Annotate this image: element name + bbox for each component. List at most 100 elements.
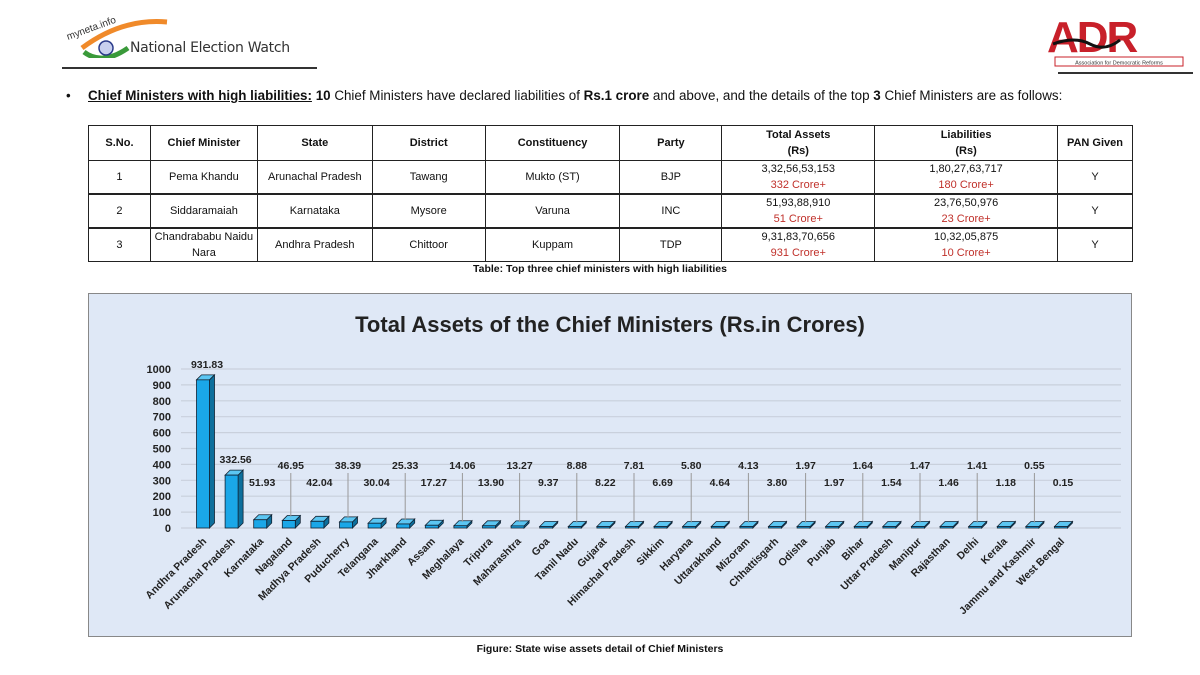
bar-front [768, 526, 782, 529]
bar [538, 520, 559, 529]
data-label: 332.56 [220, 454, 252, 466]
bar [738, 520, 759, 529]
intro-text: and above, and the details of the top [649, 88, 874, 103]
data-label: 7.81 [624, 460, 645, 472]
y-tick-label: 100 [153, 507, 171, 519]
bar [1024, 520, 1045, 529]
data-label: 4.64 [710, 477, 731, 489]
bar [510, 519, 531, 529]
bar [252, 513, 273, 529]
cell-name: Siddaramaiah [149, 193, 258, 229]
data-label: 1.47 [910, 460, 931, 472]
cell-constituency: Varuna [484, 193, 621, 229]
data-label: 8.88 [567, 460, 588, 472]
data-label: 5.80 [681, 460, 702, 472]
bar [881, 520, 902, 529]
liabilities-value: 1,80,27,63,717 [929, 163, 1003, 175]
top-count: 3 [873, 88, 881, 103]
threshold: Rs.1 crore [583, 88, 650, 103]
bar-front [825, 526, 840, 529]
cell-sno: 2 [88, 193, 151, 229]
data-label: 0.15 [1053, 477, 1074, 489]
chart-svg: Total Assets of the Chief Ministers (Rs.… [143, 312, 1121, 617]
bar-front [253, 519, 268, 529]
cell-liabilities: 10,32,05,875 10 Crore+ [874, 227, 1058, 262]
header-divider-right [1058, 72, 1193, 74]
cell-name: Pema Khandu [149, 160, 258, 195]
cell-sno: 1 [88, 160, 151, 195]
data-label: 42.04 [306, 477, 332, 489]
col-header: Total Assets (Rs) [721, 125, 876, 161]
bar-front [1054, 526, 1068, 529]
data-label: 1.97 [824, 477, 845, 489]
bar [767, 520, 788, 529]
bar [338, 515, 359, 529]
section-heading: Chief Ministers with high liabilities: [88, 88, 312, 103]
bar [367, 517, 388, 529]
col-header: Party [619, 125, 723, 161]
assets-short: 332 Crore+ [770, 179, 826, 191]
cell-constituency: Kuppam [484, 227, 621, 262]
col-header: District [371, 125, 486, 161]
col-header: Liabilities (Rs) [874, 125, 1058, 161]
y-tick-label: 700 [153, 412, 171, 424]
x-tick-label: Delhi [955, 536, 982, 563]
bar-front [682, 526, 697, 529]
bar [1053, 520, 1074, 529]
col-header: Chief Minister [149, 125, 258, 161]
adr-logo: ADR Association for Democratic Reforms [1047, 14, 1184, 67]
table-row: 3 Chandrababu Naidu Nara Andhra Pradesh Chi… [88, 227, 1134, 262]
bar [710, 520, 731, 529]
col-header-line: Total Assets [766, 129, 831, 141]
bar [796, 520, 817, 529]
table-row: 1 Pema Khandu Arunachal Pradesh Tawang Mukto… [88, 160, 1134, 195]
data-label: 1.64 [853, 460, 874, 472]
data-label: 1.46 [938, 477, 959, 489]
data-label: 25.33 [392, 460, 418, 472]
bar-front [281, 520, 296, 529]
cell-name: Chandrababu Naidu Nara [149, 227, 258, 262]
bar-front [739, 526, 754, 529]
cell-pan: Y [1056, 193, 1134, 229]
data-label: 9.37 [538, 477, 559, 489]
y-tick-label: 0 [165, 523, 171, 535]
assets-short: 931 Crore+ [770, 247, 826, 259]
bar-front [424, 524, 439, 529]
bar-front [196, 379, 210, 529]
bar [567, 520, 588, 529]
cell-liabilities: 1,80,27,63,717 180 Crore+ [874, 160, 1058, 195]
bar-front [453, 525, 468, 529]
cell-party: BJP [619, 160, 723, 195]
bar [195, 373, 216, 529]
data-label: 38.39 [335, 460, 361, 472]
bar-front [882, 526, 897, 529]
data-label: 13.27 [506, 460, 532, 472]
y-tick-label: 400 [153, 459, 171, 471]
bar-front [567, 526, 582, 529]
bar-front [539, 526, 554, 529]
bar [910, 520, 931, 529]
bar-front [996, 526, 1011, 529]
data-label: 30.04 [363, 477, 389, 489]
cell-assets: 3,32,56,53,153 332 Crore+ [721, 160, 876, 195]
cell-state: Karnataka [256, 193, 373, 229]
data-label: 4.13 [738, 460, 759, 472]
liabilities-table: S.No. Chief Minister State District Cons… [88, 125, 1134, 262]
cell-sno: 3 [88, 227, 151, 262]
bar-front [939, 526, 954, 529]
data-label: 51.93 [249, 477, 275, 489]
bar [481, 519, 502, 529]
bar-front [510, 525, 525, 529]
bar [853, 520, 874, 529]
liabilities-short: 180 Crore+ [938, 179, 994, 191]
x-tick-label: Punjab [805, 536, 838, 569]
bar-front [653, 526, 668, 529]
data-label: 8.22 [595, 477, 616, 489]
data-label: 1.54 [881, 477, 902, 489]
bar-front [710, 526, 725, 529]
y-tick-label: 800 [153, 396, 171, 408]
table-caption: Table: Top three chief ministers with hi… [473, 263, 727, 275]
cell-state: Arunachal Pradesh [256, 160, 373, 195]
assets-short: 51 Crore+ [773, 213, 823, 225]
bar [967, 520, 988, 529]
